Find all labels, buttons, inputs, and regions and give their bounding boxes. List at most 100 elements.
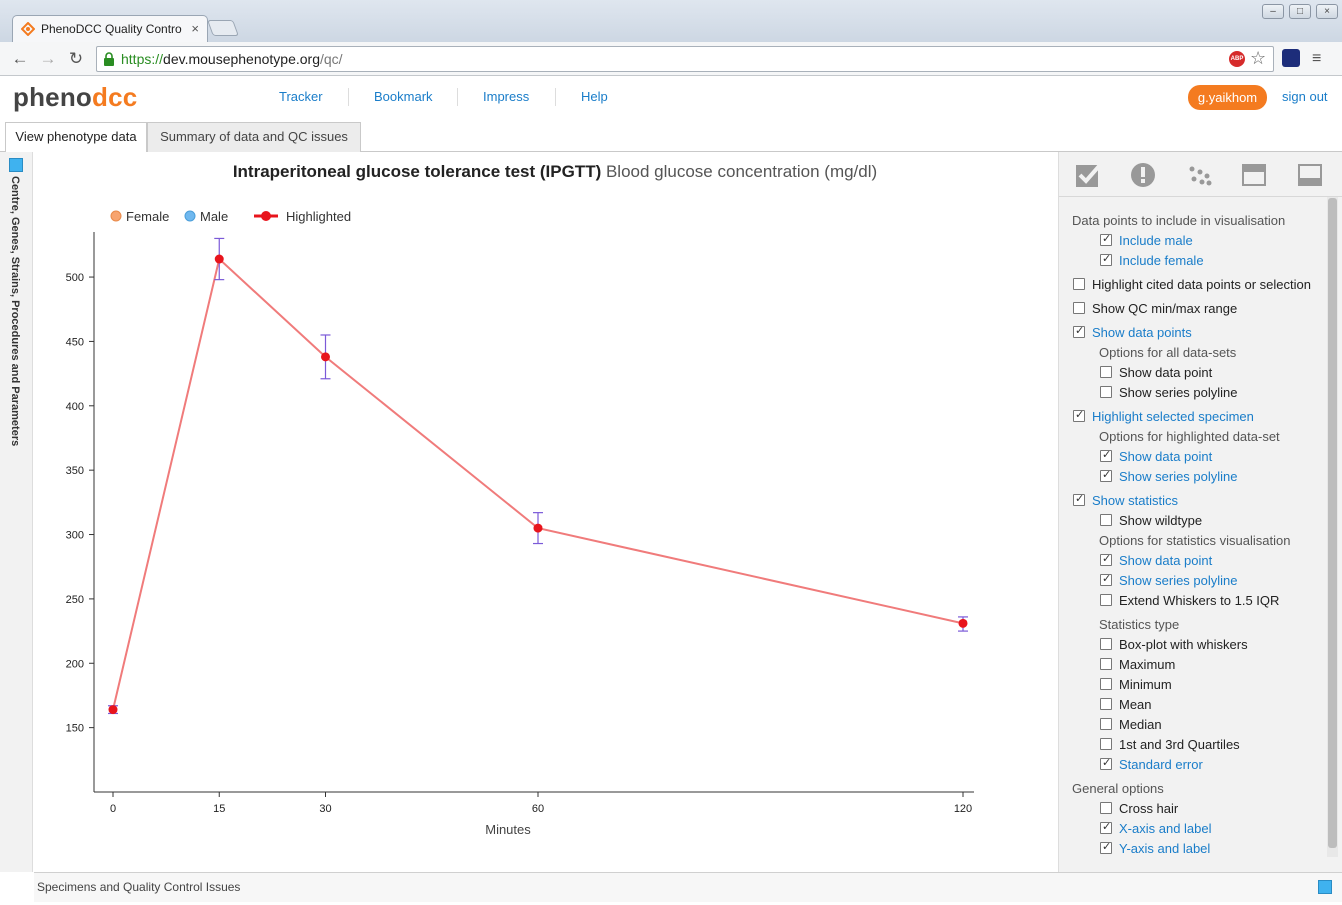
panel-icon-bar [1059,152,1342,197]
legend-highlighted-marker [261,211,271,221]
minimize-window-button[interactable]: – [1262,4,1284,19]
lock-icon [104,52,114,66]
option-show-statistics[interactable]: Show statistics [1073,492,1178,508]
nav-impress[interactable]: Impress [483,89,530,104]
option-highlight-selected[interactable]: Highlight selected specimen [1073,408,1254,424]
chart-marks [108,237,968,715]
option-maximum[interactable]: Maximum [1100,657,1175,672]
maximize-window-button[interactable]: □ [1289,4,1311,19]
option-median[interactable]: Median [1100,717,1162,732]
legend-label-highlighted: Highlighted [286,209,351,224]
option-show-qc-range[interactable]: Show QC min/max range [1073,301,1237,316]
legend-marker-male [184,210,196,222]
bottom-panel-icon[interactable] [1296,161,1324,189]
option-highlighted-show-data-point[interactable]: Show data point [1100,448,1212,464]
expand-bottom-panel-icon[interactable] [1318,880,1332,894]
option-x-axis[interactable]: X-axis and label [1100,820,1212,836]
series-polyline [112,257,964,710]
option-highlighted-show-polyline[interactable]: Show series polyline [1100,468,1238,484]
nav-divider [348,88,349,106]
browser-titlebar: PhenoDCC Quality Contro × – □ × [0,0,1342,42]
x-tick-label: 15 [213,803,225,815]
y-tick-label: 250 [66,594,84,606]
extension-icon[interactable] [1282,49,1300,67]
x-tick-label: 30 [319,803,331,815]
chart-area [34,152,1058,872]
bottom-bar[interactable]: Specimens and Quality Control Issues [34,872,1342,902]
checkmark-icon[interactable] [1074,161,1102,189]
data-point [108,705,118,715]
data-point [321,352,330,362]
legend-label-female: Female [126,209,169,224]
warning-icon[interactable] [1129,161,1157,189]
option-all-show-data-point[interactable]: Show data point [1100,365,1212,380]
scatter-points-icon[interactable] [1185,161,1213,189]
option-cross-hair[interactable]: Cross hair [1100,801,1178,816]
x-axis-label: Minutes [485,822,531,837]
legend-marker-female [110,210,122,222]
heading-general-options: General options [1072,781,1164,796]
option-show-wildtype[interactable]: Show wildtype [1100,513,1202,528]
reload-icon[interactable]: ↻ [68,49,84,68]
glucose-chart[interactable]: Female Male Highlighted 150200250300350400… [34,152,1058,872]
tab-summary-qc-issues[interactable]: Summary of data and QC issues [147,122,361,152]
y-tick-label: 450 [66,336,84,348]
option-minimum[interactable]: Minimum [1100,677,1172,692]
option-box-plot[interactable]: Box-plot with whiskers [1100,637,1248,652]
option-extend-whiskers[interactable]: Extend Whiskers to 1.5 IQR [1100,593,1279,608]
user-button[interactable]: g.yaikhom [1188,85,1267,110]
heading-statistics-type: Statistics type [1099,617,1180,632]
option-show-data-points[interactable]: Show data points [1073,324,1192,340]
option-highlight-cited[interactable]: Highlight cited data points or selection [1073,277,1311,292]
x-tick-label: 0 [110,803,116,815]
legend-label-male: Male [200,209,228,224]
heading-options-highlighted: Options for highlighted data-set [1099,429,1280,444]
y-tick-label: 350 [66,465,84,477]
phenodcc-logo: phenodcc [13,82,138,112]
option-mean[interactable]: Mean [1100,697,1152,712]
browser-menu-icon[interactable]: ≡ [1312,50,1322,67]
sign-out-link[interactable]: sign out [1282,89,1328,104]
close-window-button[interactable]: × [1316,4,1338,19]
options-panel [1058,152,1342,872]
nav-bookmark[interactable]: Bookmark [374,89,433,104]
nav-tracker[interactable]: Tracker [279,89,323,104]
y-tick-label: 150 [66,723,84,735]
phenodcc-favicon-icon [21,22,35,36]
top-panel-icon[interactable] [1240,161,1268,189]
tab-view-phenotype-data[interactable]: View phenotype data [5,122,147,153]
option-stats-show-data-point[interactable]: Show data point [1100,552,1212,568]
expand-panel-icon[interactable] [9,158,23,172]
bookmark-star-icon[interactable]: ☆ [1250,48,1267,68]
option-stats-show-polyline[interactable]: Show series polyline [1100,572,1238,588]
address-bar[interactable]: https://dev.mousephenotype.org/qc/ ABP ☆ [96,46,1274,72]
chart-axes: 150 200 250 300 350 400 450 500 0 15 30 60 120 Minute… [66,232,974,837]
forward-arrow-icon[interactable]: → [39,49,57,68]
browser-tab[interactable]: PhenoDCC Quality Contro × [12,15,208,42]
option-include-male[interactable]: Include male [1100,232,1193,248]
back-arrow-icon[interactable]: ← [11,49,29,68]
left-collapsed-panel[interactable]: Centre, Genes, Strains, Procedures and P… [0,152,33,872]
option-all-show-polyline[interactable]: Show series polyline [1100,385,1238,400]
close-tab-icon[interactable]: × [191,21,199,36]
option-standard-error[interactable]: Standard error [1100,756,1203,772]
nav-divider [457,88,458,106]
y-tick-label: 200 [66,658,84,670]
adblock-icon[interactable]: ABP [1229,51,1245,67]
y-tick-label: 300 [66,530,84,542]
page-tabs: View phenotype data Summary of data and … [0,122,1342,153]
chart-legend: Female Male Highlighted [110,209,351,224]
data-point [214,254,224,264]
chart-title: Intraperitoneal glucose tolerance test (… [232,162,878,181]
x-tick-label: 60 [532,803,544,815]
bottom-bar-label: Specimens and Quality Control Issues [37,880,241,894]
y-tick-label: 500 [66,272,84,284]
option-include-female[interactable]: Include female [1100,252,1204,268]
option-y-axis[interactable]: Y-axis and label [1100,840,1210,856]
nav-help[interactable]: Help [581,89,608,104]
new-tab-button[interactable] [207,20,239,36]
option-quartiles[interactable]: 1st and 3rd Quartiles [1100,737,1240,752]
url-text: https://dev.mousephenotype.org/qc/ [121,51,343,67]
heading-options-statistics: Options for statistics visualisation [1099,533,1291,548]
options-scrollbar-thumb[interactable] [1328,198,1337,848]
